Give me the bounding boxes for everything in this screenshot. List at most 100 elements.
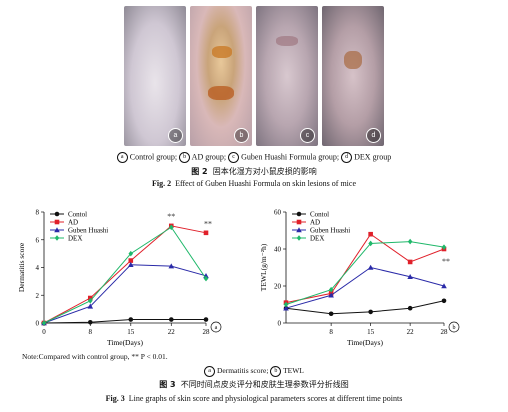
caption-label: 图 2 bbox=[191, 167, 208, 176]
legend-text: Control group bbox=[129, 152, 175, 162]
caption-text: 固本化湿方对小鼠皮损的影响 bbox=[212, 167, 317, 176]
y-tick-label: 8 bbox=[36, 209, 40, 217]
y-tick-label: 4 bbox=[36, 264, 40, 272]
key-circle: a bbox=[204, 366, 216, 377]
x-tick-label: 8 bbox=[329, 328, 333, 336]
fig3-caption-cn: 图 3 不同时间点皮炎评分和皮肤生理参数评分折线图 bbox=[0, 379, 508, 390]
fig3-caption-en: Fig. 3 Line graphs of skin score and phy… bbox=[0, 394, 508, 403]
series-line-control bbox=[285, 300, 445, 315]
data-point-control bbox=[368, 309, 373, 315]
data-point-dex bbox=[41, 320, 47, 326]
legend-swatch-marker bbox=[54, 235, 60, 241]
legend-text: TEWL bbox=[283, 366, 304, 376]
mouse-photo-panel: a b c d bbox=[124, 6, 384, 146]
data-point-dex bbox=[283, 301, 289, 308]
data-point-control bbox=[328, 311, 334, 317]
key-circle: a bbox=[116, 152, 128, 163]
legend-label: Guben Huashi bbox=[68, 227, 108, 235]
y-axis-label: Dermatitis score bbox=[17, 242, 26, 292]
data-point-dex bbox=[203, 275, 209, 282]
key-circle: b bbox=[179, 152, 191, 163]
data-point-guben bbox=[283, 305, 289, 311]
lesion-mark bbox=[212, 46, 232, 58]
data-point-guben bbox=[87, 303, 94, 309]
significance-mark: ** bbox=[167, 212, 175, 221]
fig3-note: Note:Compared with control group, ** P <… bbox=[22, 352, 168, 361]
x-tick-label: 0 bbox=[42, 328, 46, 336]
legend-text: Guben Huashi Formula group bbox=[241, 152, 337, 162]
lesion-mark bbox=[276, 36, 298, 46]
data-point-dex bbox=[407, 238, 413, 245]
mouse-photo-control: a bbox=[124, 6, 186, 146]
data-point-control bbox=[168, 317, 174, 322]
data-point-control bbox=[87, 320, 93, 325]
legend-swatch-marker bbox=[296, 219, 302, 225]
mouse-photo-ad: b bbox=[190, 6, 252, 146]
data-point-guben bbox=[127, 261, 134, 268]
mouse-photo-dex: d bbox=[322, 6, 384, 146]
y-tick-label: 0 bbox=[278, 320, 282, 328]
x-axis-label: Time(Days) bbox=[347, 338, 383, 347]
x-tick-label: 28 bbox=[203, 328, 211, 336]
data-point-guben bbox=[168, 263, 175, 269]
legend-label: AD bbox=[310, 219, 320, 227]
caption-text: 不同时间点皮炎评分和皮肤生理参数评分折线图 bbox=[180, 380, 349, 389]
legend-text: AD group bbox=[191, 152, 224, 162]
y-tick-label: 20 bbox=[274, 283, 282, 291]
x-tick-label: 28 bbox=[441, 328, 449, 336]
series-line-guben bbox=[285, 266, 445, 309]
significance-mark: ** bbox=[204, 220, 212, 229]
x-tick-label: 15 bbox=[127, 328, 135, 336]
x-tick-label: 15 bbox=[367, 328, 375, 336]
series-line-control bbox=[43, 319, 206, 324]
photo-label: b bbox=[234, 128, 249, 143]
lesion-mark bbox=[344, 51, 362, 69]
legend-swatch-marker bbox=[296, 227, 302, 233]
mouse-photo-guben: c bbox=[256, 6, 318, 146]
data-point-control bbox=[441, 298, 447, 304]
y-tick-label: 40 bbox=[274, 246, 282, 254]
photo-label: c bbox=[300, 128, 315, 143]
data-point-ad bbox=[128, 258, 134, 263]
y-tick-label: 60 bbox=[274, 209, 282, 217]
data-point-guben bbox=[441, 283, 447, 289]
y-tick-label: 2 bbox=[36, 292, 40, 300]
panel-label: a bbox=[215, 325, 218, 331]
key-circle: c bbox=[228, 152, 240, 163]
legend-text: DEX group bbox=[354, 152, 392, 162]
data-point-guben bbox=[407, 273, 413, 280]
legend-label: Contol bbox=[68, 211, 87, 219]
legend-swatch-marker bbox=[54, 211, 60, 217]
caption-text: Line graphs of skin score and physiologi… bbox=[128, 394, 403, 403]
data-point-guben bbox=[367, 264, 374, 270]
series-line-guben bbox=[43, 264, 207, 324]
fig2-caption-cn: 图 2 固本化湿方对小鼠皮损的影响 bbox=[0, 166, 508, 177]
x-axis-label: Time(Days) bbox=[107, 338, 143, 347]
series-line-ad bbox=[285, 233, 445, 304]
data-point-ad bbox=[407, 259, 413, 265]
caption-label: 图 3 bbox=[159, 380, 176, 389]
panel-label-circle bbox=[448, 321, 460, 333]
fig2-legend: a Control group; b AD group; c Guben Hua… bbox=[0, 152, 508, 163]
caption-text: Effect of Guben Huashi Formula on skin l… bbox=[175, 179, 357, 188]
series-line-dex bbox=[285, 241, 445, 305]
x-tick-label: 8 bbox=[89, 328, 93, 336]
legend-swatch-marker bbox=[54, 219, 60, 225]
y-tick-label: 6 bbox=[36, 236, 40, 244]
x-tick-label: 22 bbox=[168, 328, 176, 336]
legend-swatch-marker bbox=[54, 227, 60, 233]
key-circle: b bbox=[270, 366, 282, 377]
panel-label-circle bbox=[210, 321, 222, 333]
tewl-chart: 0 20 40 60 8 15 22 28 Time(Days) TEWL(g/m⁻²h) ** Co… bbox=[259, 209, 460, 347]
legend-swatch-marker bbox=[296, 235, 302, 241]
photo-label: d bbox=[366, 128, 381, 143]
legend-label: DEX bbox=[68, 235, 82, 243]
x-tick-label: 22 bbox=[407, 328, 415, 336]
fig2-caption-en: Fig. 2 Effect of Guben Huashi Formula on… bbox=[0, 179, 508, 188]
data-point-control bbox=[407, 305, 413, 311]
key-circle: d bbox=[341, 152, 353, 163]
lesion-mark bbox=[208, 86, 234, 100]
photo-label: a bbox=[168, 128, 183, 143]
legend-text: Dermatitis score bbox=[216, 366, 267, 376]
data-point-dex bbox=[441, 244, 447, 250]
